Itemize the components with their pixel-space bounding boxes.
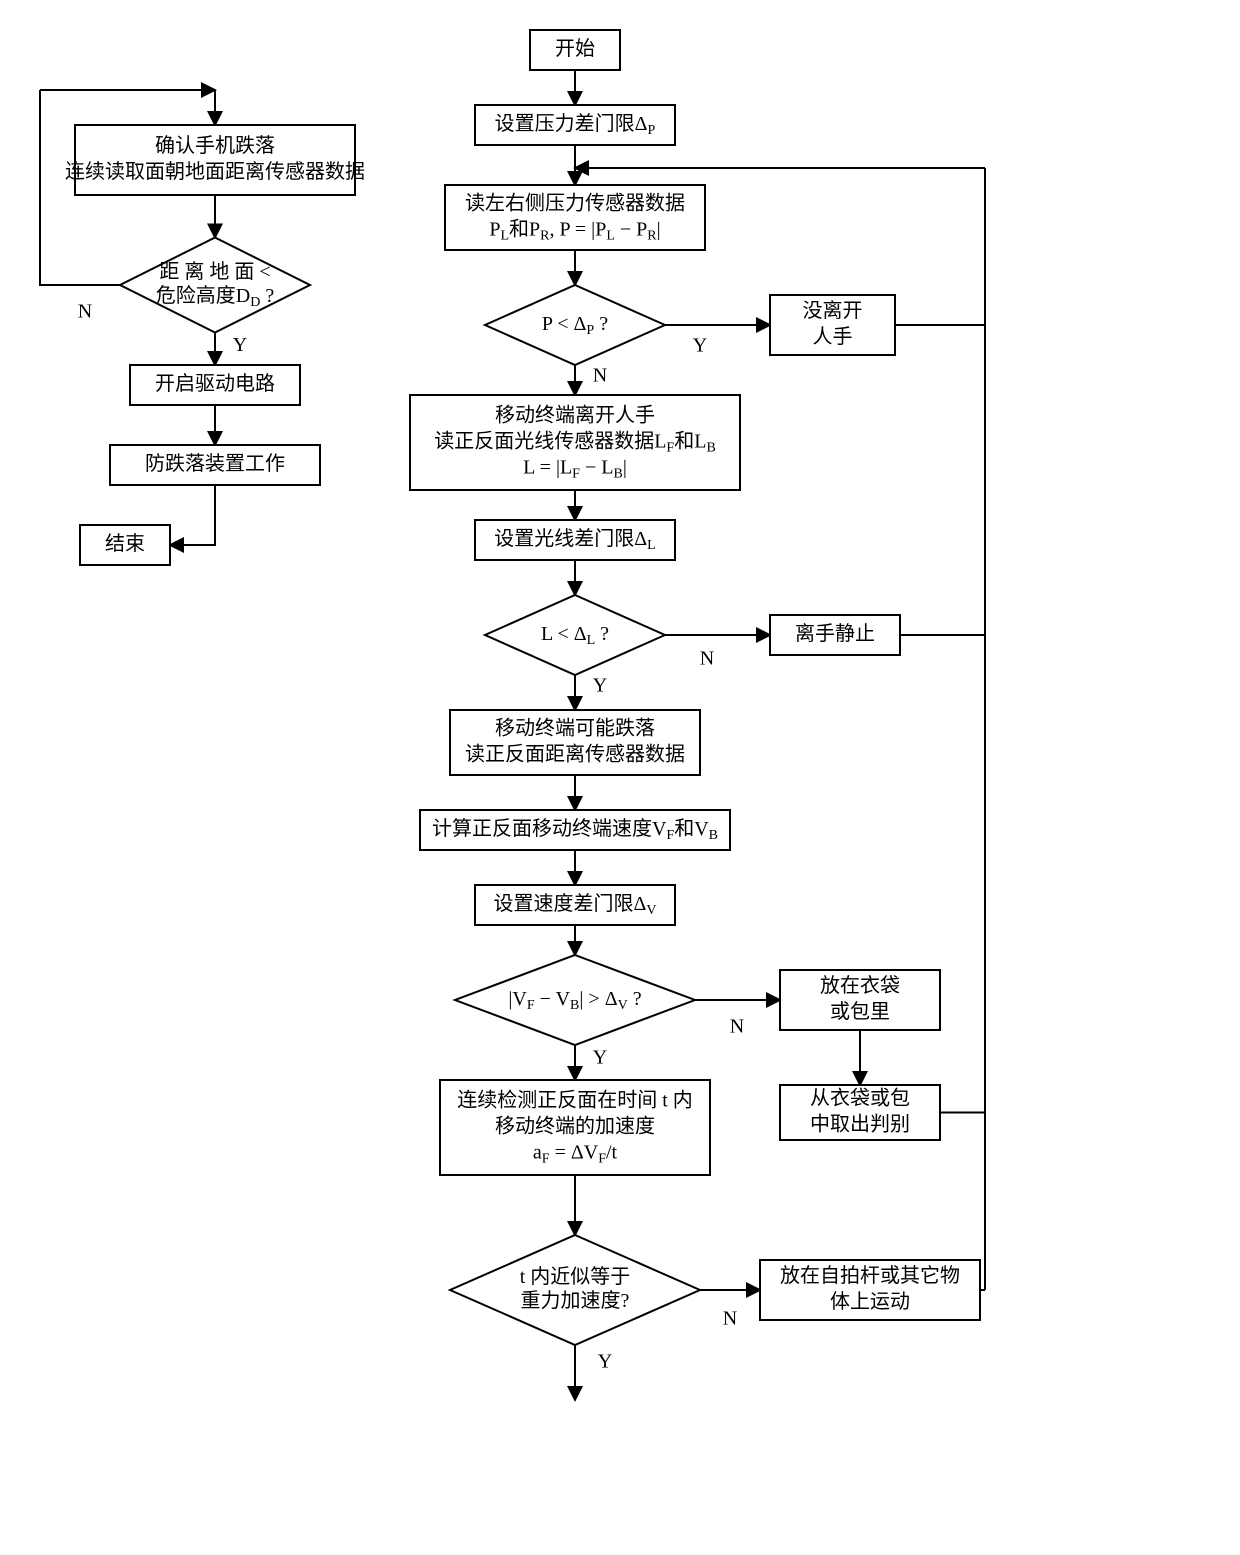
l-edge-3	[170, 485, 215, 545]
r-dp-y-lbl: Y	[693, 335, 707, 357]
l-label-n: N	[78, 301, 92, 323]
r-hand-text: 人手	[813, 325, 853, 348]
r-d-g-text: 重力加速度?	[521, 1289, 630, 1312]
r-accel-text: 连续检测正反面在时间 t 内	[457, 1088, 693, 1111]
r-dg-n-lbl: N	[723, 1308, 737, 1330]
r-dl-y-lbl: Y	[593, 675, 607, 697]
r-selfie-text: 体上运动	[830, 1290, 910, 1313]
r-dv-y-lbl: Y	[593, 1047, 607, 1069]
r-leave-text: 移动终端离开人手	[495, 403, 655, 426]
l-protect-text: 防跌落装置工作	[145, 452, 285, 475]
r-calc-v-text: 计算正反面移动终端速度VF​和VB​	[432, 817, 718, 844]
r-d-l-text: L < ΔL​ ?	[541, 623, 609, 649]
r-read-lr-text: PL​和PR​, P = |PL​ − PR​|	[489, 217, 660, 244]
l-end-text: 结束	[105, 532, 145, 555]
r-still-text: 离手静止	[795, 622, 875, 645]
r-leave-text: 读正反面光线传感器数据LF​和LB​	[434, 429, 716, 456]
r-pocket-text: 或包里	[830, 1000, 890, 1023]
l-confirm-text: 确认手机跌落	[155, 134, 275, 157]
r-accel-text: 移动终端的加速度	[495, 1114, 655, 1137]
l-label-y: Y	[233, 334, 247, 356]
r-mayfall-text: 移动终端可能跌落	[495, 716, 655, 739]
r-hand-text: 没离开	[803, 299, 863, 322]
r-takeout-text: 从衣袋或包	[810, 1086, 910, 1109]
r-takeout-text: 中取出判别	[810, 1112, 910, 1135]
r-set-dp-text: 设置压力差门限ΔP​	[495, 112, 656, 139]
r-dp-n-lbl: N	[593, 365, 607, 387]
r-dg-y-lbl: Y	[598, 1351, 612, 1373]
r-mayfall-text: 读正反面距离传感器数据	[465, 742, 685, 765]
l-drive-text: 开启驱动电路	[155, 372, 275, 395]
r-set-dl-text: 设置光线差门限ΔL​	[494, 527, 655, 554]
r-selfie-text: 放在自拍杆或其它物	[780, 1264, 960, 1287]
r-d-p-text: P < ΔP​ ?	[542, 313, 608, 339]
r-start-text: 开始	[555, 37, 595, 60]
l-d-height-text: 距 离 地 面 <	[159, 260, 270, 283]
r-dl-n-lbl: N	[700, 648, 714, 670]
r-set-dv-text: 设置速度差门限ΔV​	[494, 892, 657, 919]
r-d-g-text: t 内近似等于	[520, 1265, 631, 1288]
r-read-lr-text: 读左右侧压力传感器数据	[465, 191, 685, 214]
r-pocket-text: 放在衣袋	[820, 974, 900, 997]
r-dv-n-lbl: N	[730, 1016, 744, 1038]
l-confirm-text: 连续读取面朝地面距离传感器数据	[65, 160, 365, 183]
